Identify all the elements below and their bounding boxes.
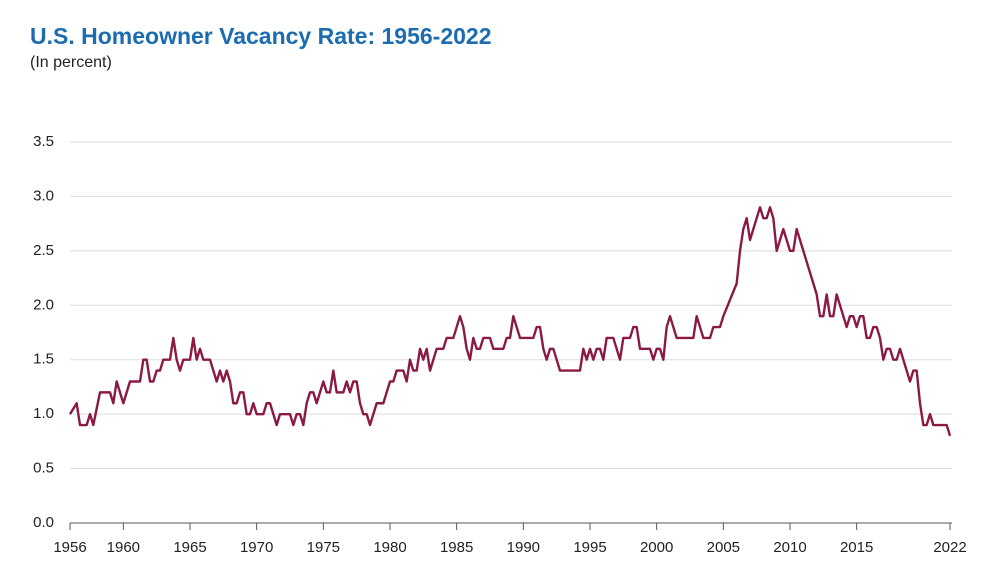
- x-tick-label: 1960: [107, 539, 140, 556]
- y-tick-label: 2.5: [33, 242, 54, 259]
- x-tick-label: 2010: [773, 539, 806, 556]
- x-tick-label: 2000: [640, 539, 673, 556]
- x-tick-label: 1975: [307, 539, 340, 556]
- x-tick-label: 2005: [707, 539, 740, 556]
- y-tick-label: 0.0: [33, 514, 54, 531]
- x-tick-label: 1995: [573, 539, 606, 556]
- y-tick-label: 1.5: [33, 351, 54, 368]
- x-tick-label: 1956: [53, 539, 86, 556]
- chart-title: U.S. Homeowner Vacancy Rate: 1956-2022: [30, 23, 492, 49]
- x-tick-label: 1980: [373, 539, 406, 556]
- y-tick-label: 3.0: [33, 187, 54, 204]
- x-tick-label: 1965: [173, 539, 206, 556]
- x-tick-label: 1970: [240, 539, 273, 556]
- x-tick-label: 2022: [933, 539, 966, 556]
- x-tick-label: 1990: [507, 539, 540, 556]
- y-tick-label: 3.5: [33, 133, 54, 150]
- chart-subtitle: (In percent): [30, 54, 112, 71]
- y-tick-label: 0.5: [33, 460, 54, 477]
- y-tick-label: 1.0: [33, 405, 54, 422]
- data-line: [68, 206, 952, 437]
- x-tick-label: 1985: [440, 539, 473, 556]
- x-tick-label: 2015: [840, 539, 873, 556]
- y-tick-label: 2.0: [33, 296, 54, 313]
